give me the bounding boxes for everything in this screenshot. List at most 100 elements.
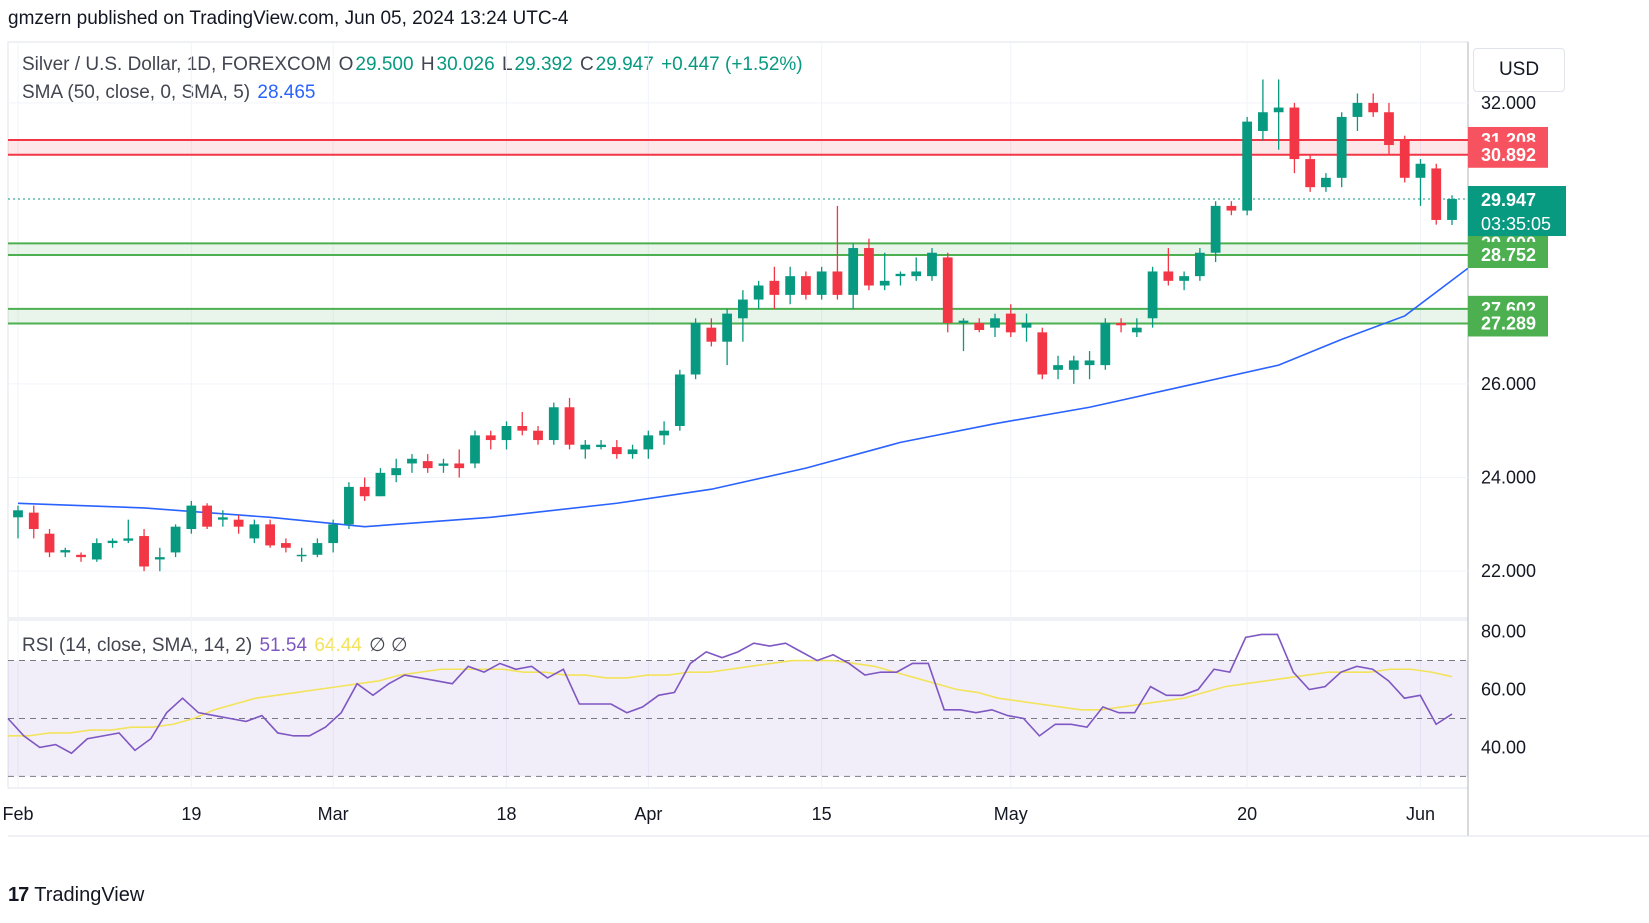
time-tick-label: 20	[1237, 804, 1257, 824]
candle-body	[674, 374, 685, 426]
candle-body	[801, 276, 811, 295]
price-tick-label: 22.000	[1481, 561, 1536, 581]
price-tick-label: 26.000	[1481, 374, 1536, 394]
candle-body	[706, 327, 717, 342]
rsi-label[interactable]: RSI (14, close, SMA, 14, 2)	[22, 635, 253, 656]
publish-line: gmzern published on TradingView.com, Jun…	[8, 8, 569, 29]
candle-body	[596, 444, 606, 448]
low-label: L	[501, 54, 513, 75]
time-tick-label: May	[994, 804, 1028, 824]
sma-label[interactable]: SMA (50, close, 0, SMA, 5)	[22, 82, 251, 103]
candle-body	[1037, 332, 1048, 375]
candle-body	[1100, 322, 1111, 366]
rsi-sma-value: 64.44	[314, 635, 362, 656]
current-price-badge	[1468, 186, 1566, 237]
candle-body	[344, 486, 354, 525]
candle-body	[391, 468, 402, 476]
candle-body	[60, 550, 71, 553]
rsi-sma-line	[8, 659, 1453, 737]
candle-body	[44, 533, 55, 553]
candle-body	[659, 430, 669, 436]
candle-body	[927, 252, 937, 277]
resistance-price-badge-label: 31.208	[1481, 130, 1536, 150]
candle-body	[1447, 199, 1457, 220]
candle-body	[517, 426, 528, 431]
candle-body	[485, 435, 496, 441]
candle-body	[1352, 102, 1363, 117]
candle-body	[1116, 322, 1126, 326]
candle-body	[533, 430, 543, 441]
candle-body	[548, 407, 559, 441]
candle-body	[564, 407, 575, 445]
candle-body	[1305, 159, 1316, 188]
candle-body	[359, 486, 370, 497]
candle-body	[1431, 168, 1442, 220]
time-tick-label: 19	[181, 804, 201, 824]
time-tick-label: Mar	[318, 804, 349, 824]
candle-body	[123, 538, 134, 541]
candle-body	[265, 524, 276, 546]
support-price-badge-label: 27.602	[1481, 299, 1536, 319]
candle-body	[202, 505, 212, 527]
time-tick-label: 18	[496, 804, 516, 824]
candle-body	[1368, 102, 1379, 113]
candle-body	[1242, 121, 1253, 211]
support-zone	[8, 308, 1468, 324]
candle-body	[753, 285, 764, 300]
candle-body	[1415, 163, 1426, 178]
high-label: H	[420, 54, 435, 75]
candle-body	[1147, 271, 1158, 319]
candle-body	[958, 320, 969, 323]
close-value: 29.947	[595, 54, 654, 75]
candle-body	[281, 543, 291, 548]
symbol-name[interactable]: Silver / U.S. Dollar, 1D, FOREXCOM	[22, 54, 332, 75]
open-label: O	[338, 54, 354, 75]
candle-body	[1021, 322, 1032, 328]
time-tick-label: 15	[812, 804, 832, 824]
candle-body	[139, 536, 149, 567]
sma-value: 28.465	[257, 82, 316, 103]
candle-body	[643, 435, 654, 450]
resistance-zone	[8, 139, 1468, 155]
low-value: 29.392	[514, 54, 573, 75]
open-value: 29.500	[355, 54, 414, 75]
brand-name[interactable]: TradingView	[34, 884, 145, 906]
price-tick-label: 24.000	[1481, 468, 1536, 488]
rsi-tick-label: 80.00	[1481, 622, 1526, 642]
sma-legend: SMA (50, close, 0, SMA, 5) 28.465	[22, 82, 318, 104]
currency-selector[interactable]: USD	[1473, 48, 1565, 92]
candle-body	[1258, 112, 1268, 131]
candle-body	[1226, 205, 1237, 211]
support-price-badge-label: 28.752	[1481, 245, 1536, 265]
candle-body	[1068, 360, 1079, 370]
candle-body	[974, 322, 985, 330]
resistance-price-badge	[1468, 141, 1548, 168]
tradingview-logo[interactable]: 17	[8, 884, 29, 906]
candle-body	[580, 444, 591, 450]
candle-body	[1384, 112, 1394, 146]
candle-body	[879, 280, 890, 286]
candle-body	[1005, 313, 1016, 333]
countdown-label: 03:35:05	[1481, 214, 1551, 234]
candle-body	[785, 276, 796, 295]
candle-body	[407, 458, 417, 464]
support-price-badge	[1468, 295, 1548, 322]
support-price-badge-label: 27.289	[1481, 313, 1536, 333]
candle-body	[1289, 107, 1300, 160]
candle-body	[454, 463, 465, 469]
sma-line	[17, 267, 1469, 528]
candle-body	[438, 463, 449, 466]
current-price-label: 29.947	[1481, 190, 1536, 210]
rsi-legend: RSI (14, close, SMA, 14, 2) 51.54 64.44 …	[22, 634, 410, 657]
candle-body	[911, 271, 922, 277]
support-zone	[8, 243, 1468, 255]
rsi-value: 51.54	[259, 635, 308, 656]
candle-body	[170, 526, 181, 553]
candle-body	[91, 543, 102, 560]
candle-body	[249, 524, 260, 539]
candle-body	[422, 461, 433, 469]
candle-body	[1053, 365, 1063, 370]
rsi-tick-label: 40.00	[1481, 737, 1526, 757]
candle-body	[1399, 140, 1410, 178]
